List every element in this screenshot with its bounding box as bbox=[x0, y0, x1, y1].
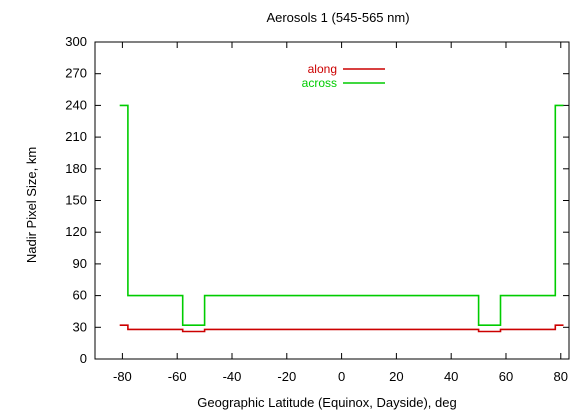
x-tick-label: -80 bbox=[113, 369, 132, 384]
legend-label-across: across bbox=[302, 76, 337, 90]
legend-label-along: along bbox=[308, 62, 337, 76]
series-line-along bbox=[119, 324, 564, 333]
y-axis-title: Nadir Pixel Size, km bbox=[24, 147, 39, 263]
y-tick-label: 30 bbox=[73, 319, 87, 334]
y-tick-label: 240 bbox=[65, 97, 87, 112]
y-tick-label: 60 bbox=[73, 288, 87, 303]
y-tick-label: 300 bbox=[65, 34, 87, 49]
y-tick-label: 210 bbox=[65, 129, 87, 144]
series-line-across bbox=[119, 104, 564, 327]
x-axis-title: Geographic Latitude (Equinox, Dayside), … bbox=[197, 395, 456, 410]
y-tick-label: 180 bbox=[65, 161, 87, 176]
x-tick-label: -20 bbox=[277, 369, 296, 384]
x-tick-label: 80 bbox=[554, 369, 568, 384]
x-tick-label: -40 bbox=[223, 369, 242, 384]
x-tick-label: 60 bbox=[499, 369, 513, 384]
chart-title: Aerosols 1 (545-565 nm) bbox=[266, 10, 409, 25]
y-tick-label: 150 bbox=[65, 193, 87, 208]
y-tick-label: 90 bbox=[73, 256, 87, 271]
series-layer bbox=[119, 104, 564, 333]
x-tick-label: -60 bbox=[168, 369, 187, 384]
x-axis-ticks: -80 -60 -40 -20 0 20 40 60 80 bbox=[113, 42, 568, 384]
y-tick-label: 0 bbox=[80, 351, 87, 366]
x-tick-label: 40 bbox=[444, 369, 458, 384]
y-tick-label: 270 bbox=[65, 66, 87, 81]
y-axis-ticks: 0 30 60 90 120 150 180 210 240 270 300 bbox=[65, 34, 569, 366]
y-tick-label: 120 bbox=[65, 224, 87, 239]
x-tick-label: 20 bbox=[389, 369, 403, 384]
x-tick-label: 0 bbox=[338, 369, 345, 384]
